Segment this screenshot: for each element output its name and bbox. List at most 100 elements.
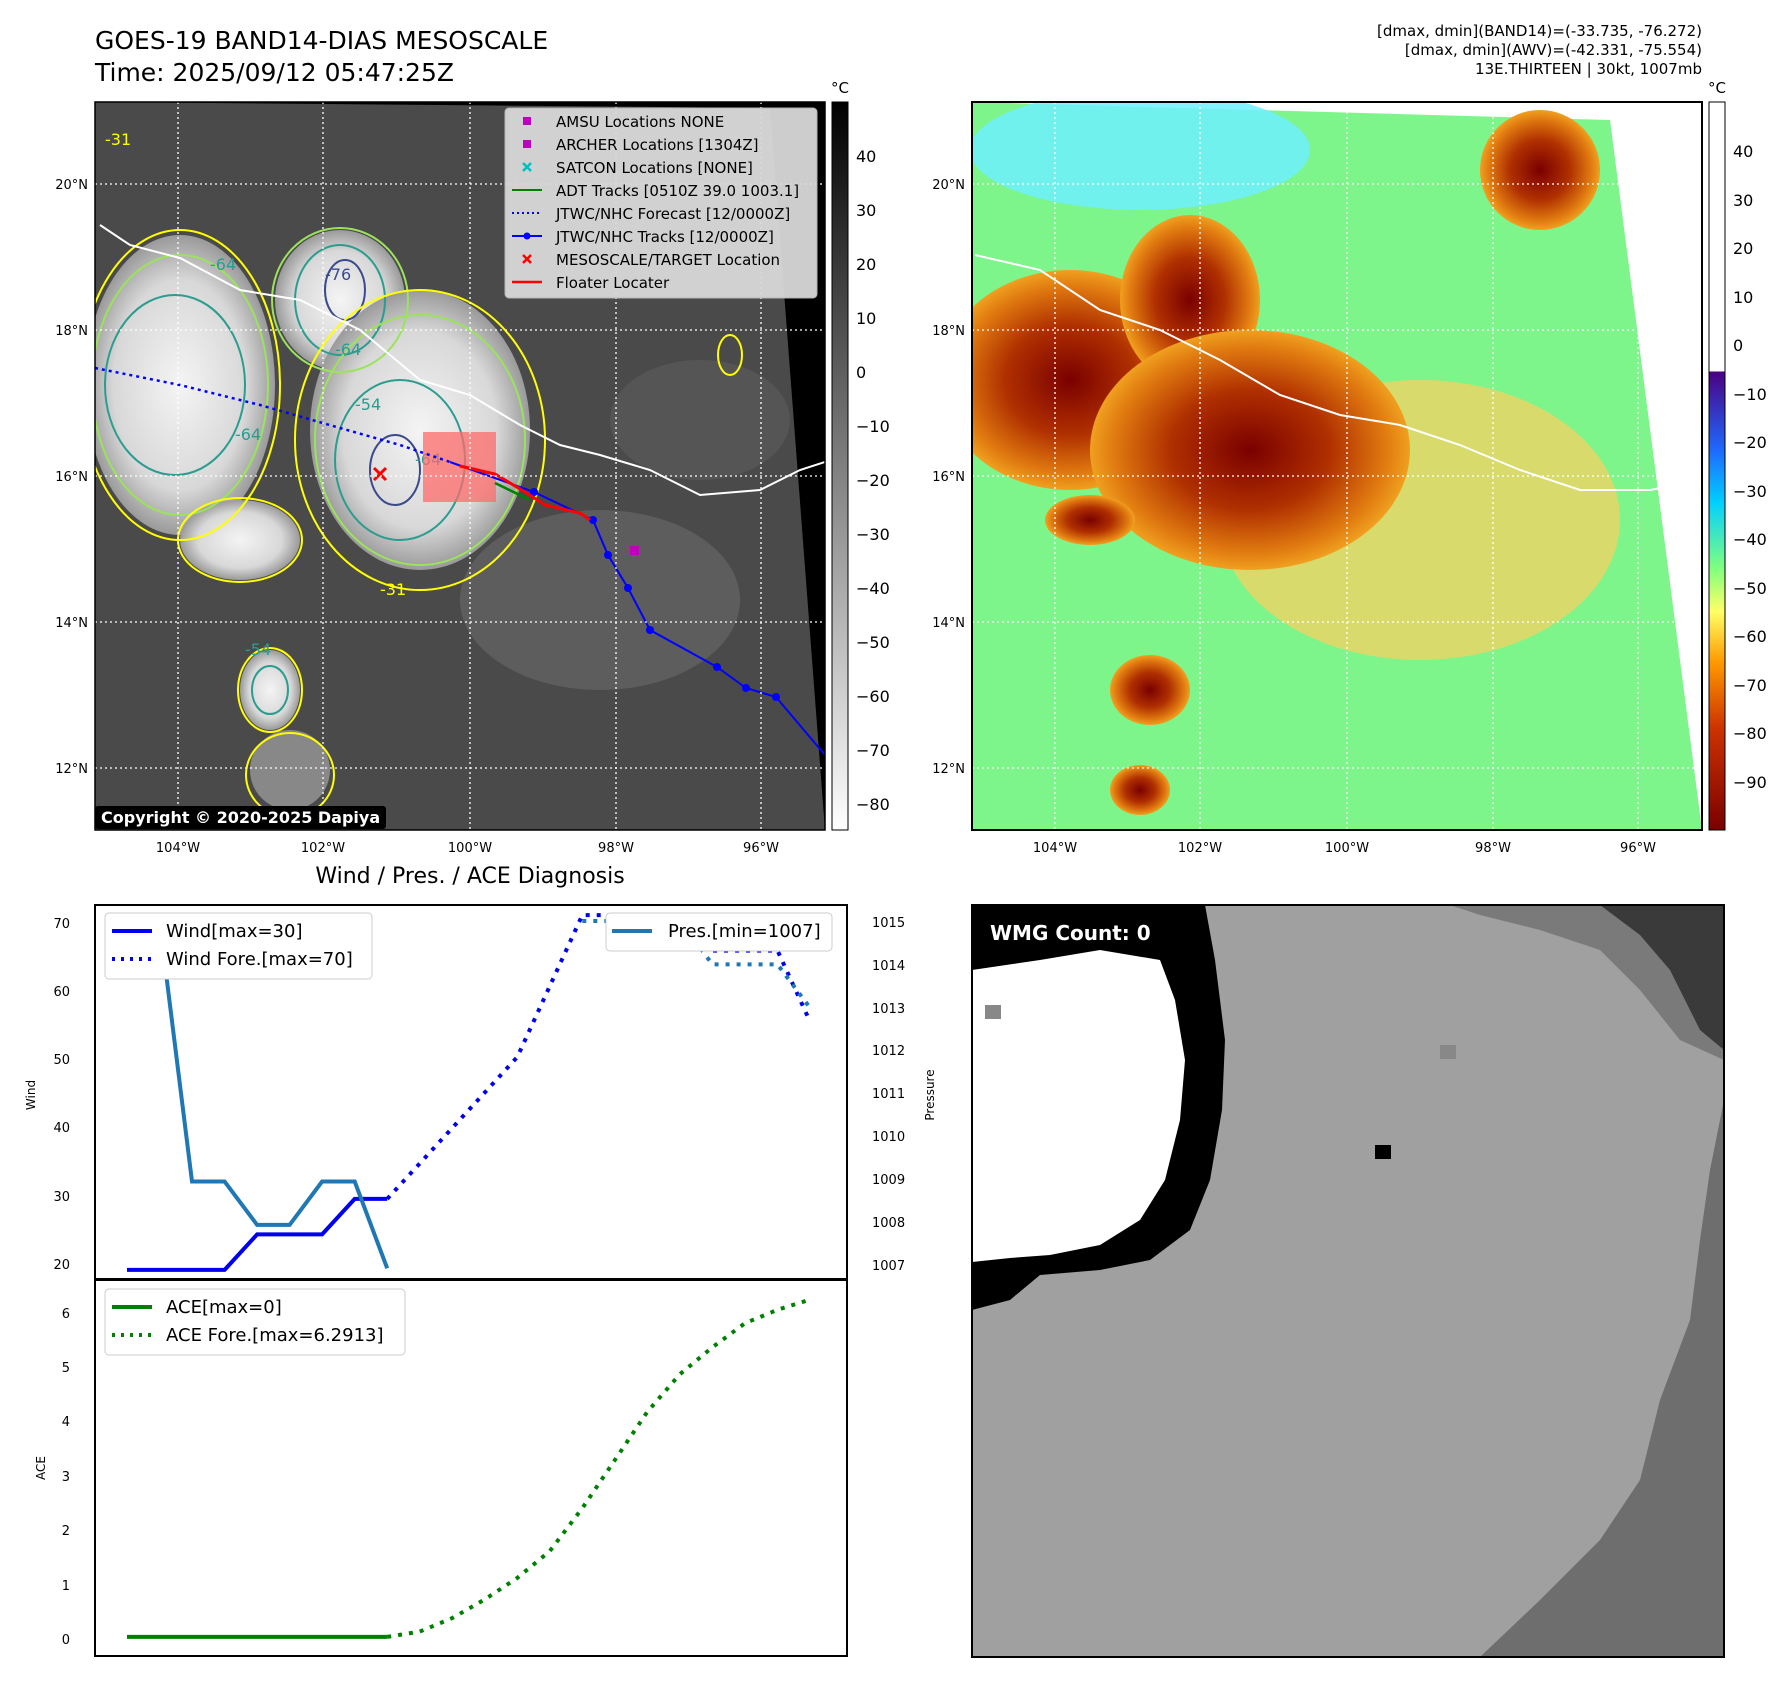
wmg-panel: WMG Count: 0 (971, 904, 1725, 1658)
wmg-white-region (972, 950, 1185, 1262)
lon-label: 102°W (301, 841, 345, 856)
target-x-marker (372, 466, 388, 482)
colorbar-tick: 10 (856, 309, 876, 328)
ir-map-lon-labels: 104°W 102°W 100°W 98°W 96°W (156, 841, 779, 856)
legend-label: ADT Tracks [0510Z 39.0 1003.1] (556, 182, 799, 200)
colorbar-tick: −20 (856, 471, 890, 490)
colorbar-tick: 0 (856, 363, 866, 382)
pressure-legend-label: Pres.[min=1007] (668, 921, 821, 942)
colorbar-tick: 0 (1733, 336, 1743, 355)
wind-tick: 20 (53, 1258, 70, 1273)
colorbar-tick: 40 (856, 147, 876, 166)
wmg-gray-pixel (985, 1005, 1001, 1019)
pressure-tick: 1012 (872, 1044, 905, 1059)
wmg-gray-pixel (1440, 1045, 1456, 1059)
pressure-tick: 1013 (872, 1002, 905, 1017)
info-line-2: [dmax, dmin](AWV)=(-42.331, -75.554) (1404, 41, 1702, 59)
pressure-tick: 1015 (872, 916, 905, 931)
legend-label: JTWC/NHC Forecast [12/0000Z] (555, 205, 790, 223)
colorbar-tick: 20 (1733, 239, 1753, 258)
ace-axis-label: ACE (34, 1456, 48, 1480)
contour-label: -54 (245, 640, 271, 659)
awv-cold-cloud (1110, 655, 1190, 725)
awv-colorbar-unit: °C (1708, 79, 1726, 97)
pressure-tick: 1010 (872, 1130, 905, 1145)
wmg-band (1600, 905, 1724, 1050)
info-line-1: [dmax, dmin](BAND14)=(-33.735, -76.272) (1377, 22, 1702, 40)
colorbar-tick: −70 (1733, 676, 1767, 695)
lat-label: 20°N (55, 178, 88, 193)
colorbar-tick: −80 (1733, 724, 1767, 743)
colorbar-tick: −10 (1733, 385, 1767, 404)
wind-legend-label: Wind[max=30] (166, 921, 303, 942)
ace-tick: 2 (62, 1524, 70, 1539)
copyright-badge: Copyright © 2020-2025 Dapiya (95, 806, 387, 829)
legend-box (504, 107, 818, 299)
wind-axis-label: Wind (24, 1080, 38, 1110)
ace-legend: ACE[max=0] ACE Fore.[max=6.2913] (104, 1288, 406, 1356)
gray-colorbar: °C 40 30 20 10 0 −10 −20 −30 −40 −50 −60… (831, 79, 890, 831)
ace-y-ticks: 6 5 4 3 2 1 0 (62, 1307, 70, 1648)
lat-label: 20°N (932, 178, 965, 193)
awv-coastline (974, 254, 1702, 491)
lat-label: 14°N (55, 616, 88, 631)
legend-label: SATCON Locations [NONE] (556, 159, 753, 177)
colorbar-tick: 30 (856, 201, 876, 220)
awv-cold-cloud (1480, 110, 1600, 230)
title-line-1: GOES-19 BAND14-DIAS MESOSCALE (95, 26, 549, 55)
legend-label: AMSU Locations NONE (556, 113, 724, 131)
pressure-legend-box (605, 912, 833, 952)
colorbar-tick: −40 (856, 579, 890, 598)
colorbar-tick: 10 (1733, 288, 1753, 307)
legend-satcon-icon (522, 162, 532, 172)
colorbar-tick: −30 (856, 525, 890, 544)
awv-lon-labels: 104°W 102°W 100°W 98°W 96°W (1033, 841, 1656, 856)
colorbar-tick: −50 (856, 633, 890, 652)
legend-tracks-icon (512, 232, 542, 240)
lon-label: 102°W (1178, 841, 1222, 856)
contour-label: -76 (325, 265, 351, 284)
awv-map-panel (972, 102, 1702, 830)
best-track-points (530, 488, 780, 701)
wind-tick: 70 (53, 917, 70, 932)
awv-colorbar: °C 40 30 20 10 0 −10 −20 −30 −40 −50 −60… (1708, 79, 1767, 831)
info-block: [dmax, dmin](BAND14)=(-33.735, -76.272) … (1377, 22, 1702, 79)
wind-y-ticks: 70 60 50 40 30 20 (53, 917, 70, 1273)
legend-amsu-icon (523, 117, 531, 125)
ace-legend-box (104, 1288, 406, 1356)
colorbar-tick: −20 (1733, 433, 1767, 452)
adt-track (494, 481, 531, 502)
colorbar-tick: −60 (856, 687, 890, 706)
lon-label: 98°W (1475, 841, 1511, 856)
awv-cold-cloud (1090, 330, 1410, 570)
wmg-band (1480, 1100, 1724, 1657)
ace-tick: 6 (62, 1307, 70, 1322)
mesoscale-target-box (423, 432, 496, 502)
info-line-3: 13E.THIRTEEN | 30kt, 1007mb (1475, 60, 1702, 78)
map-legend: AMSU Locations NONE ARCHER Locations [13… (504, 107, 818, 299)
awv-cold-cloud (1045, 495, 1135, 545)
cloud-masses (95, 230, 790, 810)
lon-label: 100°W (448, 841, 492, 856)
lon-label: 98°W (598, 841, 634, 856)
wind-tick: 30 (53, 1190, 70, 1205)
awv-map-frame (971, 101, 1703, 831)
legend-label: JTWC/NHC Tracks [12/0000Z] (555, 228, 774, 246)
lat-label: 18°N (55, 324, 88, 339)
lon-label: 96°W (1620, 841, 1656, 856)
ace-tick: 4 (62, 1415, 70, 1430)
wind-pres-series-line-1 (385, 913, 812, 1201)
contour-label: -64 (210, 255, 236, 274)
ace-tick: 5 (62, 1361, 70, 1376)
wmg-count-badge (982, 917, 1164, 949)
contour-label: -64 (335, 340, 361, 359)
pressure-axis-label: Pressure (923, 1069, 937, 1120)
gray-colorbar-unit: °C (831, 79, 849, 97)
colorbar-tick: 40 (1733, 142, 1753, 161)
wmg-frame (971, 904, 1725, 1658)
awv-moist-region (972, 102, 1310, 210)
wmg-black-pixel (1375, 1145, 1391, 1159)
awv-gridlines (972, 102, 1702, 830)
lon-label: 104°W (156, 841, 200, 856)
